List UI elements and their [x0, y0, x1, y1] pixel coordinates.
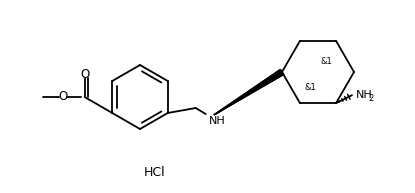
Text: 2: 2 [368, 94, 373, 103]
Text: HCl: HCl [144, 166, 166, 179]
Text: &1: &1 [320, 58, 332, 67]
Text: &1: &1 [304, 82, 316, 91]
Text: O: O [80, 69, 89, 81]
Text: NH: NH [209, 116, 225, 126]
Polygon shape [214, 69, 283, 115]
Text: O: O [58, 91, 67, 103]
Text: NH: NH [356, 90, 373, 100]
Polygon shape [214, 69, 283, 115]
